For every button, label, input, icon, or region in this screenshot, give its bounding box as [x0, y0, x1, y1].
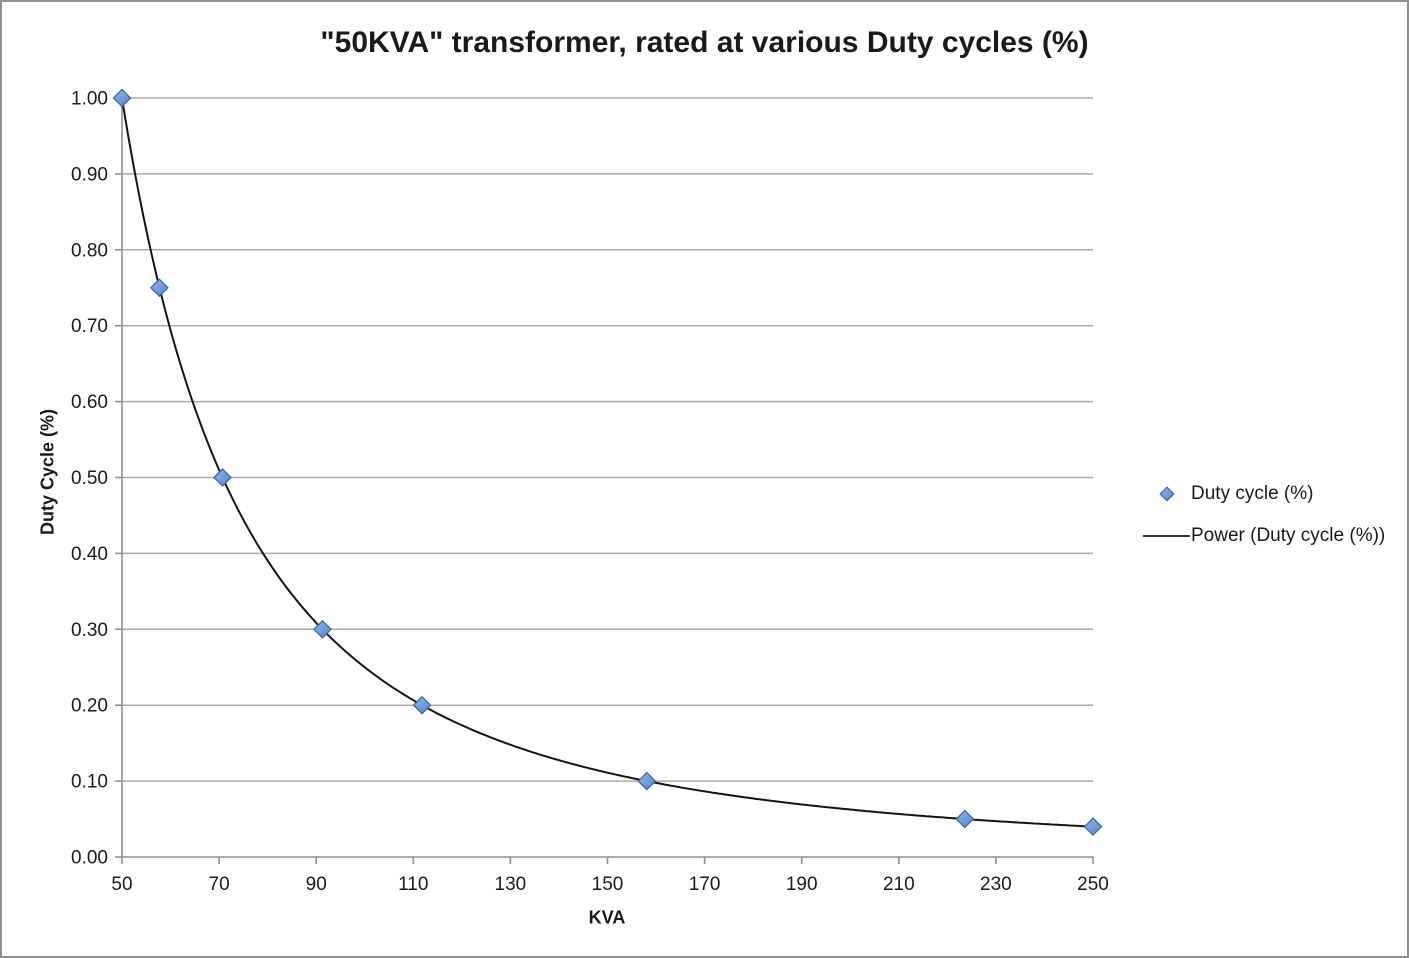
- y-tick-label: 0.90: [71, 164, 108, 185]
- data-point-marker: [1083, 817, 1103, 837]
- data-point-marker: [412, 695, 432, 715]
- y-tick-label: 0.10: [71, 772, 108, 793]
- data-point-marker: [213, 468, 232, 487]
- data-point-marker: [637, 771, 657, 791]
- x-tick-label: 130: [495, 874, 527, 895]
- x-tick-label: 90: [306, 874, 327, 895]
- x-axis-title: KVA: [588, 907, 626, 928]
- y-tick-label: 1.00: [71, 89, 108, 110]
- y-tick-label: 0.50: [71, 468, 108, 489]
- x-tick-label: 110: [398, 874, 428, 895]
- y-tick-label: 0.00: [71, 848, 108, 869]
- x-tick-label: 150: [592, 874, 624, 895]
- legend-item-duty-cycle: Duty cycle (%): [1143, 473, 1385, 515]
- legend-label-power-trendline: Power (Duty cycle (%)): [1191, 525, 1386, 546]
- y-tick-label: 0.30: [71, 620, 108, 641]
- legend-item-power-trendline: Power (Duty cycle (%)): [1143, 515, 1385, 557]
- x-tick-label: 70: [209, 874, 230, 895]
- y-tick-label: 0.40: [71, 544, 108, 565]
- x-tick-label: 250: [1077, 874, 1109, 895]
- data-point-marker: [313, 619, 332, 639]
- y-tick-label: 0.20: [71, 696, 108, 717]
- y-axis-title: Duty Cycle (%): [37, 408, 58, 536]
- x-tick-label: 170: [689, 874, 721, 895]
- diamond-marker-icon: [1158, 486, 1175, 502]
- legend-label-duty-cycle: Duty cycle (%): [1191, 483, 1314, 504]
- power-trendline-path: [121, 98, 1092, 828]
- x-tick-label: 190: [786, 874, 818, 895]
- data-point-marker: [955, 809, 975, 829]
- legend-marker-cell: [1143, 533, 1190, 539]
- x-tick-label: 210: [883, 874, 915, 895]
- data-point-marker: [149, 278, 169, 298]
- legend: Duty cycle (%) Power (Duty cycle (%)): [1143, 473, 1385, 557]
- x-tick-label: 50: [111, 874, 132, 895]
- trendline-sample-icon: [1143, 535, 1190, 537]
- chart-title: "50KVA" transformer, rated at various Du…: [320, 26, 1089, 59]
- y-tick-label: 0.60: [71, 392, 108, 413]
- legend-marker-cell: [1143, 486, 1190, 502]
- y-tick-label: 0.70: [71, 316, 108, 337]
- x-tick-label: 230: [980, 874, 1012, 895]
- y-tick-label: 0.80: [71, 240, 108, 261]
- data-point-marker: [112, 88, 132, 108]
